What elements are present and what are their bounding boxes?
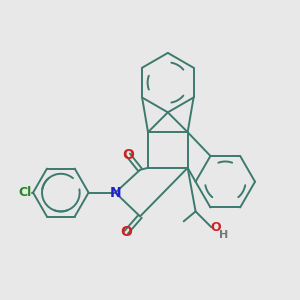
Text: O: O (122, 148, 134, 162)
Text: H: H (219, 230, 228, 240)
Text: Cl: Cl (19, 186, 32, 199)
Text: N: N (110, 186, 121, 200)
Text: O: O (120, 225, 132, 239)
Text: O: O (210, 221, 221, 234)
